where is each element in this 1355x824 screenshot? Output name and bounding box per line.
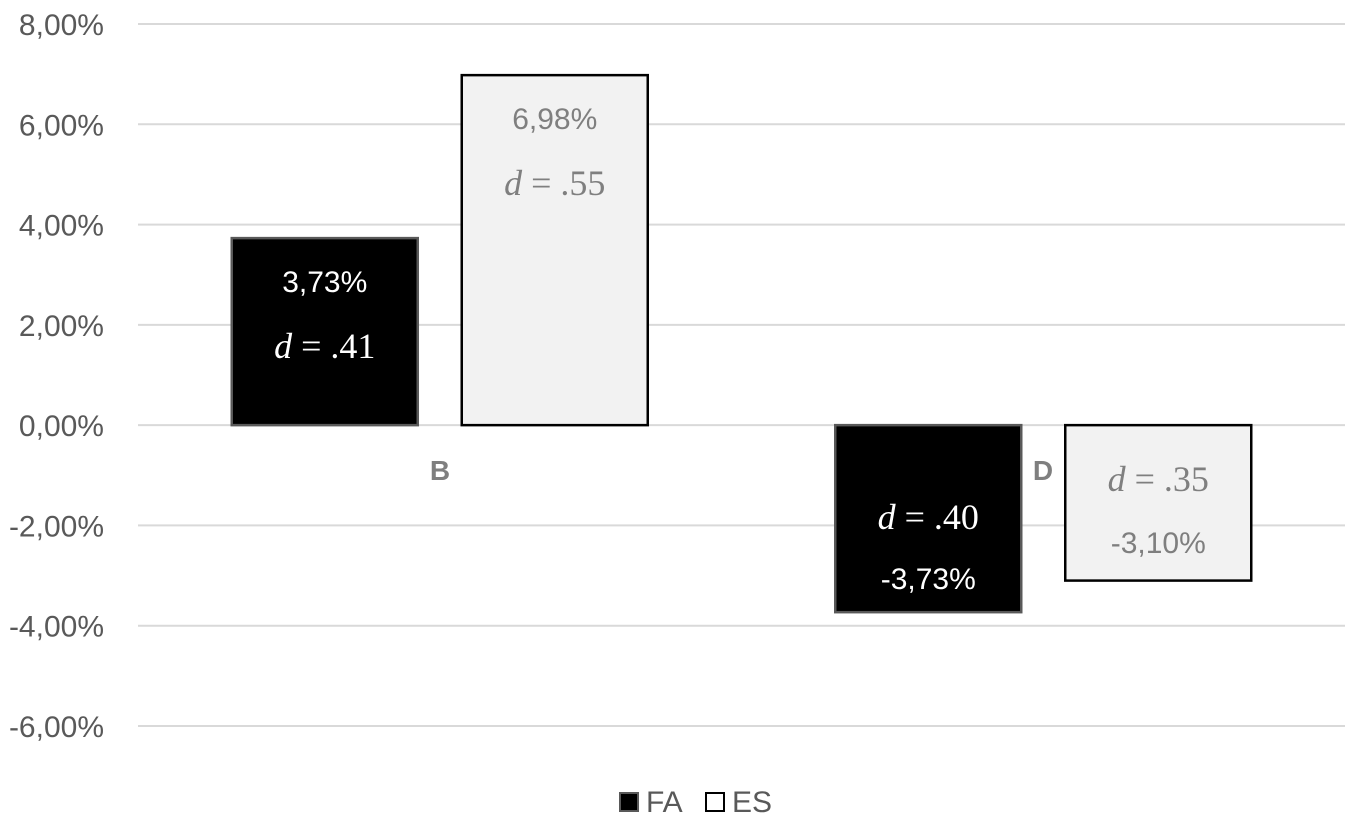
data-label-effect-size: d = .41: [274, 326, 375, 366]
bar-es-d: [1064, 423, 1253, 582]
legend: FA ES: [619, 786, 772, 819]
category-label: D: [1033, 455, 1053, 486]
y-tick-label: -2,00%: [9, 510, 104, 543]
y-tick-label: -6,00%: [9, 711, 104, 744]
legend-label-fa: FA: [646, 786, 683, 819]
bars: 3,73% d = .41 -3,73% d = .40 6,98% d = .55 -3,…: [230, 73, 1253, 614]
y-tick-label: 0,00%: [19, 410, 104, 443]
data-label-effect-size: d = .40: [878, 497, 979, 537]
data-label-effect-size: d = .55: [504, 163, 605, 203]
category-label: B: [430, 455, 450, 486]
bar-es-b: [460, 73, 649, 427]
legend-swatch-fa: [619, 792, 639, 812]
data-label-effect-size: d = .35: [1108, 459, 1209, 499]
legend-label-es: ES: [732, 786, 772, 819]
data-label-value: -3,10%: [1111, 527, 1206, 560]
y-tick-label: 6,00%: [19, 109, 104, 142]
data-label-value: 6,98%: [512, 103, 597, 136]
y-axis: 8,00% 6,00% 4,00% 2,00% 0,00% -2,00% -4,00% -6,…: [9, 9, 104, 744]
y-tick-label: 4,00%: [19, 210, 104, 243]
bar-fa-b: [230, 236, 419, 427]
y-tick-label: 2,00%: [19, 310, 104, 343]
data-label-value: -3,73%: [881, 563, 976, 596]
y-tick-label: -4,00%: [9, 611, 104, 644]
data-label-value: 3,73%: [282, 266, 367, 299]
bar-fa-d: [834, 423, 1023, 614]
y-tick-label: 8,00%: [19, 9, 104, 42]
legend-swatch-es: [705, 792, 725, 812]
